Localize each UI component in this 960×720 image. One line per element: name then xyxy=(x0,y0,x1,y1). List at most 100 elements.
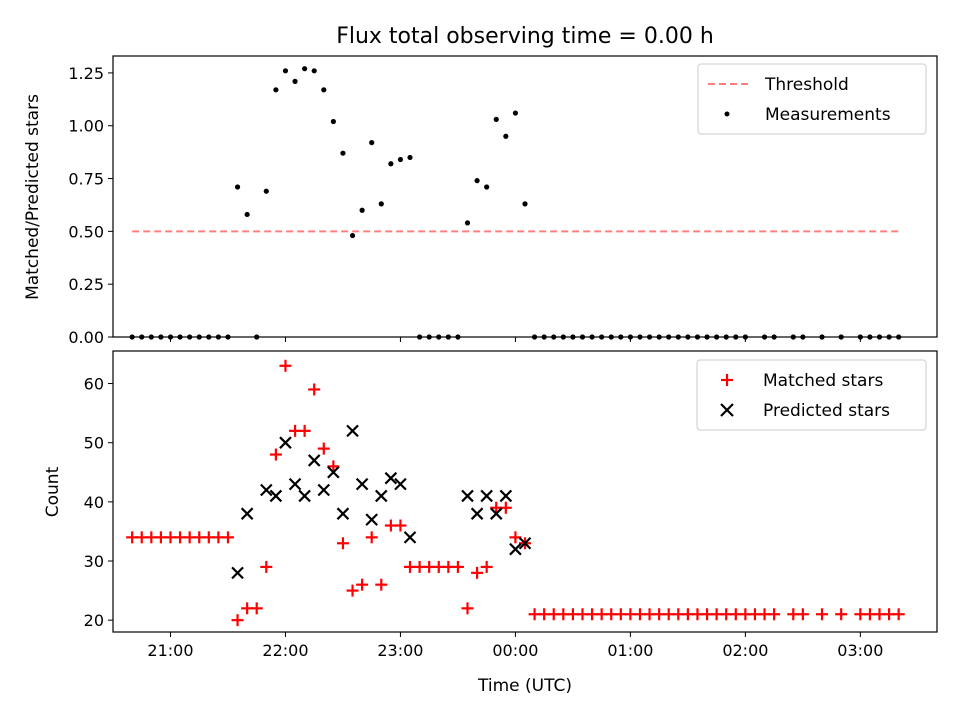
x-tick-label: 02:00 xyxy=(722,641,768,660)
bottom-panel: Count Time (UTC) 20 30 40 50 60 21:00 22:00 23:… xyxy=(43,350,938,696)
chart-title: Flux total observing time = 0.00 h xyxy=(336,24,714,49)
top-legend-box xyxy=(697,63,927,135)
top-y-tick-label: 0.25 xyxy=(68,275,104,294)
legend-predicted-label: Predicted stars xyxy=(763,401,890,421)
predicted-point xyxy=(327,465,340,479)
measurement-point xyxy=(282,68,289,74)
matched-point xyxy=(835,608,848,621)
x-axis-label: Time (UTC) xyxy=(477,676,572,696)
predicted-point-b xyxy=(288,477,302,491)
predicted-point-b xyxy=(375,489,388,503)
measurement-point xyxy=(503,133,509,139)
legend-matched-swatch xyxy=(721,374,733,386)
predicted-point xyxy=(365,513,378,526)
bottom-axes: 20 30 40 50 60 21:00 22:00 23:00 00:00 01:00 02:00… xyxy=(84,350,938,660)
predicted-point xyxy=(288,477,302,491)
predicted-point xyxy=(518,536,532,550)
top-y-tick-label: 0.50 xyxy=(68,222,104,241)
matched-point xyxy=(375,578,388,591)
predicted-point xyxy=(269,489,283,503)
top-y-axis-label: Matched/Predicted stars xyxy=(23,94,43,300)
bottom-plot-marks xyxy=(126,359,905,627)
predicted-point xyxy=(499,489,513,503)
measurement-point xyxy=(512,110,519,116)
matched-point xyxy=(221,531,234,544)
predicted-point-b xyxy=(365,513,378,526)
matched-point xyxy=(480,560,493,573)
measurement-point xyxy=(493,116,499,122)
measurement-point xyxy=(263,188,269,194)
measurement-point xyxy=(244,211,250,218)
predicted-point-b xyxy=(279,436,292,449)
predicted-point-b xyxy=(346,424,359,438)
predicted-point xyxy=(403,531,417,544)
bottom-legend-box xyxy=(696,359,927,431)
predicted-point-b xyxy=(518,536,532,550)
predicted-point-b xyxy=(269,489,283,503)
legend-measurements-label: Measurements xyxy=(765,105,891,125)
predicted-point-b xyxy=(298,489,311,503)
matched-point xyxy=(461,602,474,615)
measurement-point xyxy=(302,66,308,72)
measurement-point xyxy=(388,161,394,167)
predicted-point-b xyxy=(403,531,417,544)
predicted-point-b xyxy=(336,507,350,520)
predicted-point xyxy=(470,507,484,520)
matched-point xyxy=(768,608,781,621)
bottom-legend: Matched stars Predicted stars xyxy=(696,359,927,431)
predicted-point-b xyxy=(307,454,321,467)
top-y-tick-label: 0.75 xyxy=(68,170,104,189)
predicted-point xyxy=(375,489,388,503)
predicted-point-b xyxy=(384,471,398,485)
predicted-point xyxy=(480,489,493,503)
legend-matched-label: Matched stars xyxy=(763,371,883,391)
measurement-point xyxy=(321,87,327,93)
predicted-point xyxy=(489,507,503,520)
predicted-point-b xyxy=(231,566,244,580)
matched-point xyxy=(250,602,263,615)
matched-point xyxy=(231,614,244,627)
top-legend: Threshold Measurements xyxy=(697,63,927,135)
matched-point xyxy=(336,537,349,550)
predicted-point xyxy=(509,542,522,556)
bottom-y-tick-label: 30 xyxy=(84,552,104,571)
predicted-point-b xyxy=(260,483,273,497)
predicted-point xyxy=(260,483,273,497)
matched-point xyxy=(279,359,292,372)
predicted-point xyxy=(461,489,474,503)
predicted-point-b xyxy=(499,489,513,503)
matched-point xyxy=(816,608,829,621)
bottom-y-tick-label: 50 xyxy=(84,434,104,453)
measurement-point xyxy=(464,220,471,226)
predicted-point xyxy=(394,477,407,491)
bottom-y-tick-label: 60 xyxy=(84,375,104,394)
measurement-point xyxy=(407,154,413,161)
x-tick-label: 21:00 xyxy=(147,641,193,660)
measurement-point xyxy=(369,140,375,146)
bottom-plot-frame xyxy=(112,350,938,633)
top-axes: 0.00 0.25 0.50 0.75 1.00 1.25 xyxy=(68,55,938,347)
predicted-point xyxy=(384,471,398,485)
predicted-point xyxy=(298,489,311,503)
measurement-point xyxy=(474,178,480,184)
predicted-point-b xyxy=(461,489,474,503)
matched-point xyxy=(327,460,340,473)
predicted-point xyxy=(307,454,321,467)
measurement-point xyxy=(311,68,317,74)
measurement-point xyxy=(234,184,241,190)
measurement-point xyxy=(378,201,384,207)
measurement-point xyxy=(484,184,490,190)
top-panel: Matched/Predicted stars 0.00 0.25 0.50 0.75… xyxy=(23,55,938,347)
measurement-point xyxy=(273,87,279,93)
predicted-point xyxy=(240,507,254,520)
predicted-point-b xyxy=(394,477,407,491)
predicted-point-b xyxy=(509,542,522,556)
predicted-point xyxy=(317,483,331,497)
predicted-point xyxy=(346,424,359,438)
legend-predicted-swatch xyxy=(720,403,734,417)
matched-point xyxy=(471,566,484,579)
matched-point xyxy=(451,560,464,573)
matched-point xyxy=(796,608,809,621)
x-tick-label: 22:00 xyxy=(262,641,308,660)
legend-measurements-swatch xyxy=(724,111,730,117)
